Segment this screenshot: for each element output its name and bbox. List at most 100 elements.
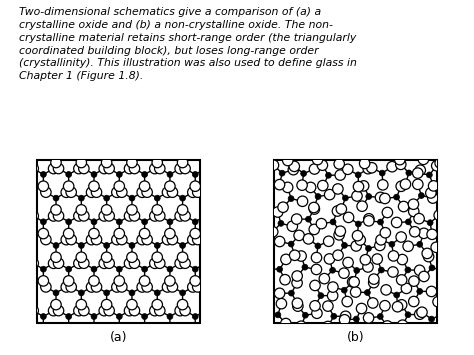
Circle shape [205,195,211,201]
Circle shape [205,211,216,221]
Circle shape [61,282,72,292]
Circle shape [274,236,285,247]
Circle shape [215,323,226,333]
Circle shape [439,193,445,199]
Circle shape [368,298,378,308]
Circle shape [53,290,59,296]
Circle shape [458,252,468,263]
Circle shape [323,301,333,311]
Circle shape [261,312,272,323]
Circle shape [61,187,72,197]
Circle shape [356,303,367,314]
Circle shape [427,229,438,240]
Circle shape [312,308,322,318]
Text: Two-dimensional schematics give a comparison of (a) a
crystalline oxide and (b) : Two-dimensional schematics give a compar… [19,7,357,81]
Circle shape [79,305,89,316]
Circle shape [445,241,450,247]
Circle shape [443,290,449,296]
Circle shape [353,181,364,192]
Circle shape [91,234,102,245]
Circle shape [129,290,135,296]
Circle shape [228,299,238,310]
Circle shape [162,234,173,245]
Circle shape [307,135,317,145]
Circle shape [28,211,38,221]
Circle shape [104,163,114,174]
Circle shape [397,320,408,331]
Circle shape [215,276,226,286]
Circle shape [376,147,387,158]
Circle shape [378,267,384,273]
Circle shape [200,163,210,174]
Circle shape [53,305,64,316]
Circle shape [139,323,150,333]
Circle shape [396,181,406,191]
Circle shape [99,163,109,174]
Circle shape [300,144,310,155]
Circle shape [336,204,346,214]
Circle shape [398,201,409,212]
Circle shape [294,230,304,241]
Circle shape [200,211,210,221]
Circle shape [363,163,374,174]
Circle shape [78,148,84,154]
Circle shape [438,265,449,276]
Circle shape [79,211,89,221]
Circle shape [365,290,370,295]
Circle shape [139,276,150,286]
Circle shape [127,252,137,262]
Circle shape [464,172,474,182]
Circle shape [428,193,438,203]
Circle shape [319,273,329,284]
Circle shape [86,187,97,197]
Circle shape [459,300,469,310]
Circle shape [364,313,374,323]
Circle shape [303,234,314,244]
Circle shape [431,160,442,171]
Circle shape [458,228,468,238]
Circle shape [367,150,373,156]
Circle shape [278,202,288,212]
Circle shape [292,271,302,281]
Circle shape [376,235,386,245]
Circle shape [129,258,140,268]
Circle shape [218,266,224,272]
Circle shape [326,140,337,150]
Circle shape [180,305,191,316]
Circle shape [226,258,236,268]
Circle shape [226,163,236,174]
Circle shape [53,195,59,201]
Circle shape [226,211,236,221]
Circle shape [423,251,434,262]
Circle shape [309,164,320,174]
Circle shape [188,140,198,150]
Circle shape [376,147,386,157]
Circle shape [66,219,72,225]
Circle shape [405,267,411,273]
Circle shape [104,195,109,201]
Circle shape [127,204,137,215]
Circle shape [218,282,228,292]
Circle shape [203,157,213,168]
Circle shape [392,217,402,228]
Circle shape [38,323,48,333]
Circle shape [393,194,400,200]
Circle shape [343,212,354,223]
Circle shape [228,252,238,262]
Circle shape [357,201,367,212]
Circle shape [230,290,236,296]
Circle shape [78,195,84,201]
Circle shape [446,182,456,192]
Circle shape [354,268,360,273]
Circle shape [91,219,97,225]
Circle shape [310,301,320,311]
Circle shape [104,258,114,268]
Circle shape [192,171,198,178]
Circle shape [409,206,419,217]
Circle shape [375,192,386,203]
Circle shape [86,140,97,150]
Circle shape [429,265,435,271]
Circle shape [274,179,285,190]
Circle shape [291,147,296,153]
Circle shape [192,266,198,272]
